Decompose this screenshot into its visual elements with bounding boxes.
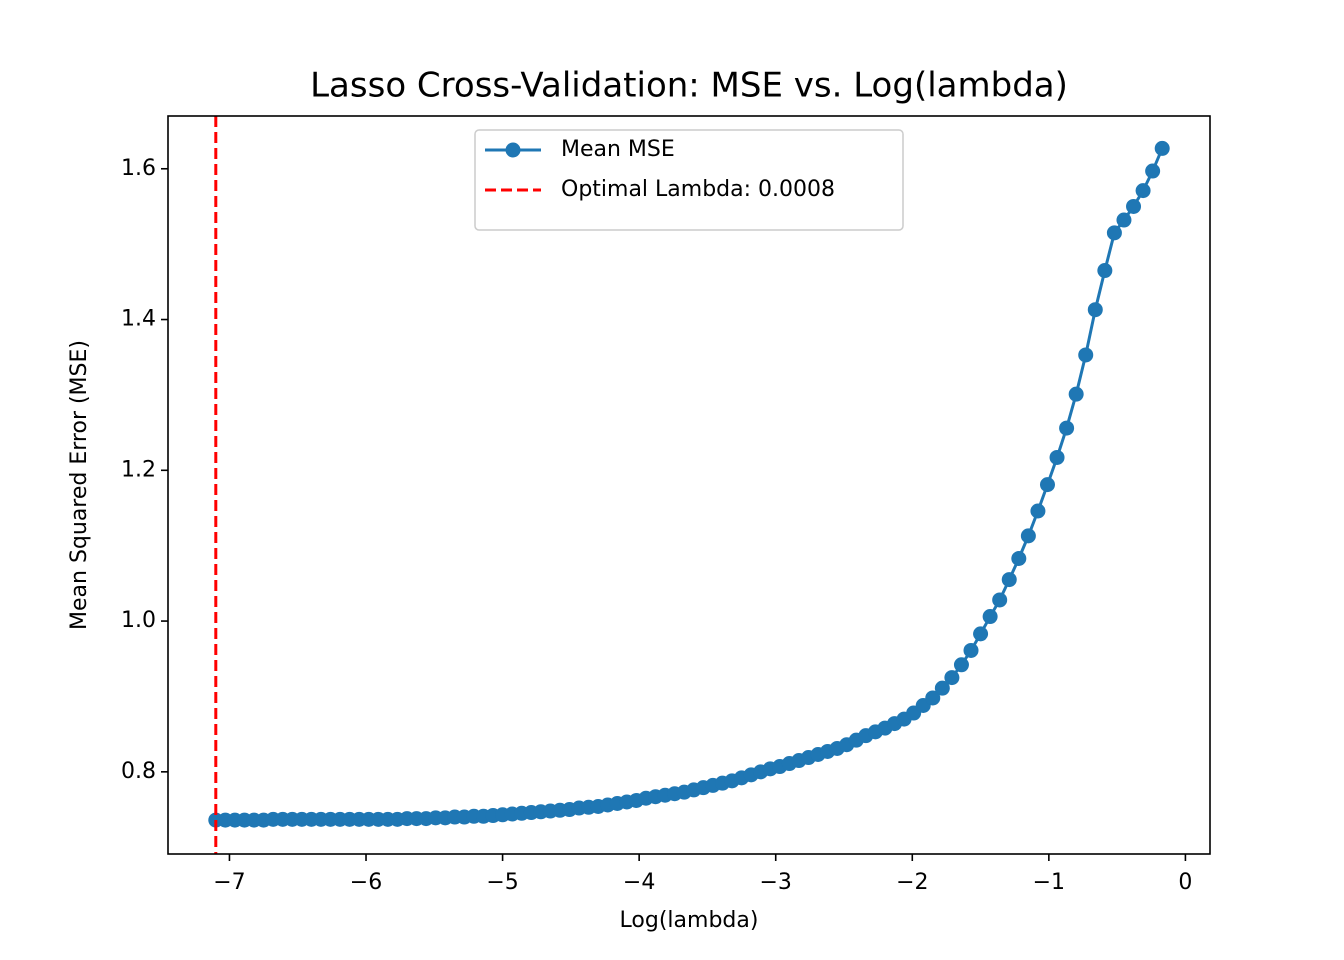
data-point xyxy=(1068,386,1084,402)
data-point xyxy=(1106,225,1122,241)
y-tick-label: 1.0 xyxy=(121,608,156,633)
x-tick-label: −6 xyxy=(350,870,382,895)
legend: Mean MSE Optimal Lambda: 0.0008 xyxy=(474,129,904,231)
axes-frame xyxy=(167,115,1211,855)
y-tick-label: 0.8 xyxy=(121,759,156,784)
x-tick-label: 0 xyxy=(1178,870,1192,895)
x-tick-label: −7 xyxy=(213,870,245,895)
data-point xyxy=(934,680,950,696)
x-axis-label: Log(lambda) xyxy=(620,908,759,933)
data-point xyxy=(1116,212,1132,228)
x-tick-label: −1 xyxy=(1033,870,1065,895)
y-axis-label: Mean Squared Error (MSE) xyxy=(67,340,92,630)
data-point xyxy=(982,609,998,625)
data-point xyxy=(1154,140,1170,156)
chart-title: Lasso Cross-Validation: MSE vs. Log(lamb… xyxy=(310,66,1068,106)
legend-marker xyxy=(505,142,521,158)
data-point xyxy=(1145,163,1161,179)
data-point xyxy=(1059,420,1075,436)
data-point xyxy=(992,592,1008,608)
data-point xyxy=(1030,503,1046,519)
data-point xyxy=(1078,347,1094,363)
data-point xyxy=(1001,572,1017,588)
x-tick-label: −2 xyxy=(896,870,928,895)
data-point xyxy=(963,642,979,658)
data-point xyxy=(1020,528,1036,544)
data-point xyxy=(1097,263,1113,279)
data-point xyxy=(1039,477,1055,493)
data-point xyxy=(1049,449,1065,465)
data-point xyxy=(973,626,989,642)
y-tick-label: 1.6 xyxy=(121,156,156,181)
y-tick-label: 1.2 xyxy=(121,457,156,482)
data-point xyxy=(925,690,941,706)
y-tick-label: 1.4 xyxy=(121,307,156,332)
x-tick-label: −3 xyxy=(760,870,792,895)
x-tick-label: −5 xyxy=(486,870,518,895)
data-point xyxy=(1135,183,1151,199)
data-point xyxy=(953,657,969,673)
data-point xyxy=(944,670,960,686)
x-tick-label: −4 xyxy=(623,870,655,895)
data-point xyxy=(1011,550,1027,566)
legend-label: Mean MSE xyxy=(561,137,675,162)
data-point xyxy=(1087,302,1103,318)
legend-label: Optimal Lambda: 0.0008 xyxy=(561,177,835,202)
legend-box xyxy=(474,129,904,231)
data-point xyxy=(1126,198,1142,214)
series-line xyxy=(215,147,1164,822)
